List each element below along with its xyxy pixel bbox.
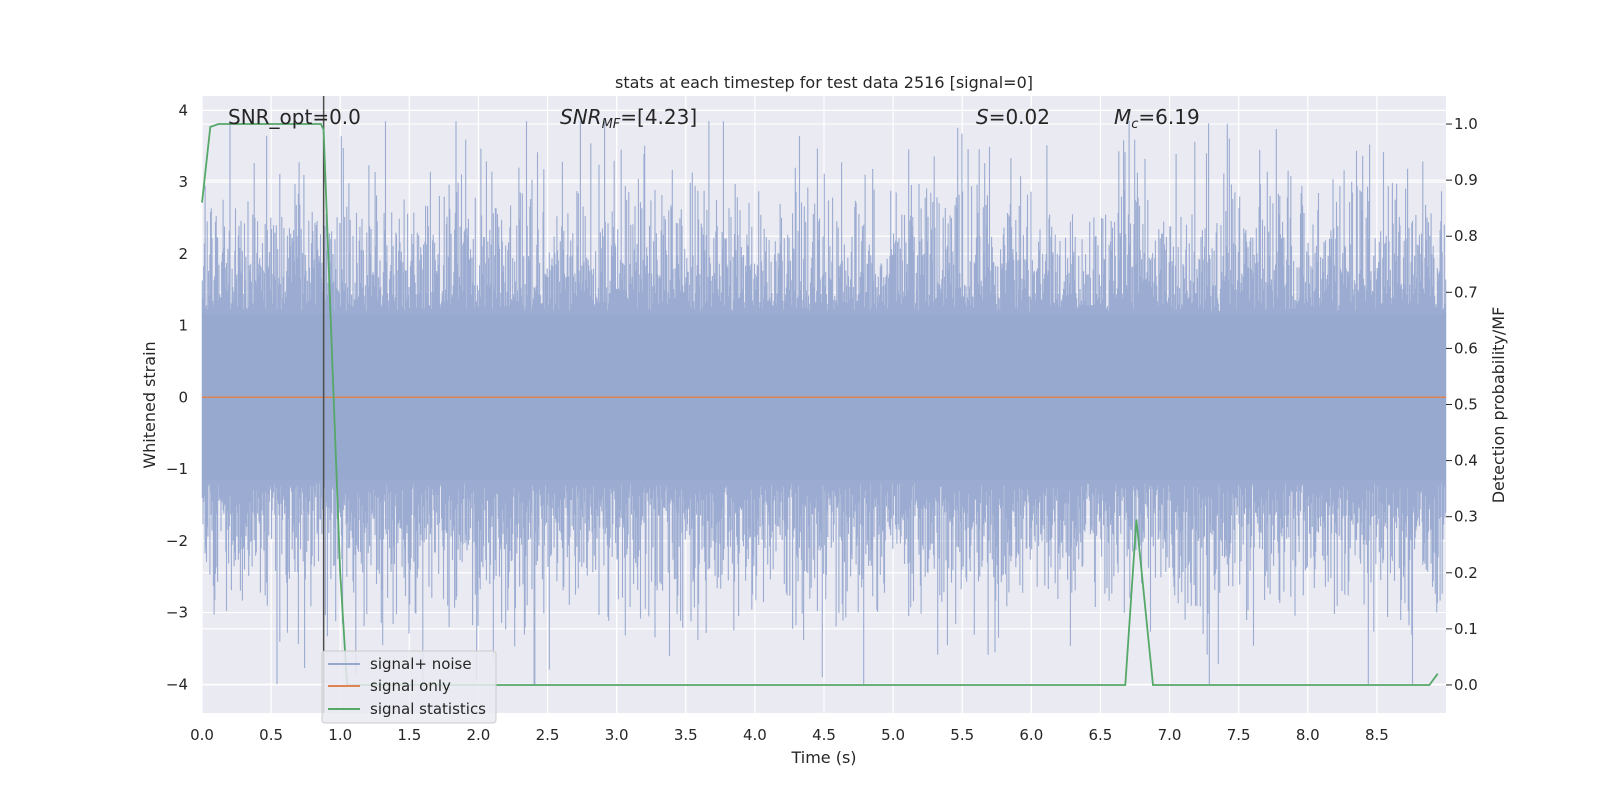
annotation-mc-main: M bbox=[1114, 105, 1131, 129]
y-tick-label: −3 bbox=[166, 604, 188, 622]
y-tick-label: 3 bbox=[178, 173, 188, 191]
x-tick-label: 6.0 bbox=[1019, 726, 1043, 744]
annotation-s: S=0.02 bbox=[976, 105, 1050, 129]
annotation-snr-mf-main: SNR bbox=[560, 105, 602, 129]
y2-axis-title: Detection probability/MF bbox=[1489, 307, 1508, 504]
legend-label-signal-only: signal only bbox=[370, 677, 451, 695]
x-tick-label: 3.5 bbox=[674, 726, 698, 744]
y-tick-label: −4 bbox=[166, 675, 188, 693]
x-tick-label: 7.0 bbox=[1158, 726, 1182, 744]
chart-title: stats at each timestep for test data 251… bbox=[615, 73, 1033, 92]
x-tick-label: 8.0 bbox=[1296, 726, 1320, 744]
y-tick-label: 1 bbox=[178, 317, 188, 335]
y-tick-label: −2 bbox=[166, 532, 188, 550]
annotation-mc-sub: c bbox=[1131, 117, 1138, 132]
annotation-s-main: S bbox=[976, 105, 989, 129]
y2-tick-label: 0.1 bbox=[1454, 620, 1478, 638]
y2-tick-label: 0.9 bbox=[1454, 171, 1478, 189]
y2-tick-label: 0.5 bbox=[1454, 396, 1478, 414]
annotation-snr-mf-sub: MF bbox=[602, 117, 621, 132]
x-tick-label: 6.5 bbox=[1089, 726, 1113, 744]
y-tick-label: 2 bbox=[178, 245, 188, 263]
y-tick-label: 0 bbox=[178, 388, 188, 406]
y2-tick-label: 0.0 bbox=[1454, 676, 1478, 694]
x-tick-label: 1.5 bbox=[397, 726, 421, 744]
x-tick-label: 2.0 bbox=[467, 726, 491, 744]
y-axis-title: Whitened strain bbox=[140, 341, 159, 468]
y2-tick-label: 0.8 bbox=[1454, 227, 1478, 245]
x-tick-label: 7.5 bbox=[1227, 726, 1251, 744]
x-tick-label: 2.5 bbox=[536, 726, 560, 744]
annotation-snr-mf: SNRMF=[4.23] bbox=[560, 105, 697, 132]
x-tick-label: 3.0 bbox=[605, 726, 629, 744]
x-tick-label: 8.5 bbox=[1365, 726, 1389, 744]
annotation-s-value: =0.02 bbox=[989, 105, 1050, 129]
legend-box bbox=[321, 650, 497, 724]
x-tick-label: 5.5 bbox=[950, 726, 974, 744]
legend: signal+ noise signal only signal statist… bbox=[321, 650, 497, 724]
y2-tick-label: 0.2 bbox=[1454, 564, 1478, 582]
y2-tick-label: 0.7 bbox=[1454, 283, 1478, 301]
y2-tick-label: 0.6 bbox=[1454, 339, 1478, 357]
annotation-snr-mf-value: =[4.23] bbox=[620, 105, 697, 129]
y-tick-label: 4 bbox=[178, 101, 188, 119]
x-axis-title: Time (s) bbox=[790, 748, 856, 767]
x-tick-label: 4.5 bbox=[812, 726, 836, 744]
x-tick-label: 4.0 bbox=[743, 726, 767, 744]
x-tick-label: 1.0 bbox=[328, 726, 352, 744]
x-tick-label: 0.0 bbox=[190, 726, 214, 744]
x-tick-label: 5.0 bbox=[881, 726, 905, 744]
y2-tick-label: 0.3 bbox=[1454, 508, 1478, 526]
x-tick-label: 0.5 bbox=[259, 726, 283, 744]
legend-label-signal-noise: signal+ noise bbox=[370, 655, 472, 673]
axes-layer: 0.0 0.5 1.0 1.5 2.0 2.5 3.0 3.5 4.0 4.5 5.0 5.5 6.0 6… bbox=[166, 101, 1478, 744]
y-tick-label: −1 bbox=[166, 460, 188, 478]
y2-tick-label: 1.0 bbox=[1454, 115, 1478, 133]
legend-label-signal-statistics: signal statistics bbox=[370, 700, 486, 718]
annotation-snr-opt: SNR_opt=0.0 bbox=[228, 105, 361, 129]
annotation-mc: Mc=6.19 bbox=[1114, 105, 1200, 132]
y2-tick-label: 0.4 bbox=[1454, 452, 1478, 470]
annotation-mc-value: =6.19 bbox=[1138, 105, 1199, 129]
